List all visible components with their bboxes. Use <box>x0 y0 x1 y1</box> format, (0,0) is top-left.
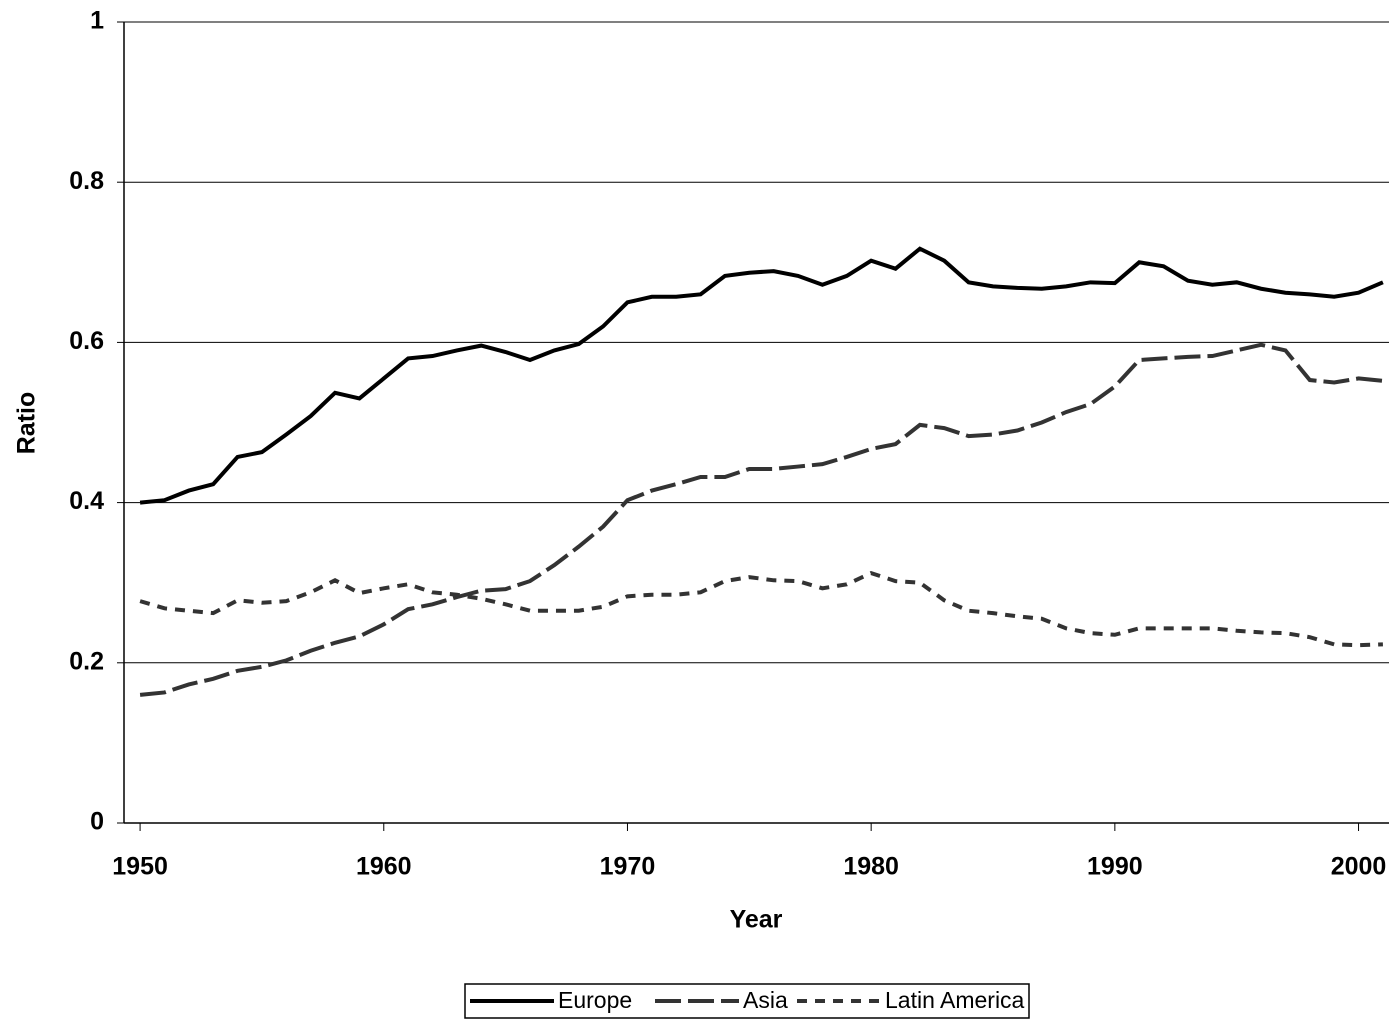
x-tick-label: 1960 <box>356 853 412 881</box>
x-tick-label: 1970 <box>600 853 656 881</box>
x-tick-label: 1990 <box>1087 853 1143 881</box>
y-tick-label: 1 <box>90 7 104 35</box>
x-axis-title: Year <box>730 906 783 934</box>
legend-box <box>464 983 1030 1019</box>
y-tick-label: 0 <box>90 808 104 836</box>
x-tick-label: 1980 <box>843 853 899 881</box>
y-tick-label: 0.8 <box>69 167 104 195</box>
legend-label: Europe <box>558 987 632 1013</box>
legend-label: Latin America <box>885 987 1025 1013</box>
y-tick-label: 0.4 <box>69 487 104 515</box>
y-tick-label: 0.2 <box>69 647 104 675</box>
x-tick-label: 1950 <box>112 853 168 881</box>
y-tick-label: 0.6 <box>69 327 104 355</box>
series-line <box>139 342 1384 697</box>
y-axis-title: Ratio <box>13 392 41 455</box>
series-line <box>139 570 1383 648</box>
x-tick-label: 2000 <box>1331 853 1387 881</box>
legend-label: Asia <box>743 987 788 1013</box>
series-line <box>139 246 1384 505</box>
